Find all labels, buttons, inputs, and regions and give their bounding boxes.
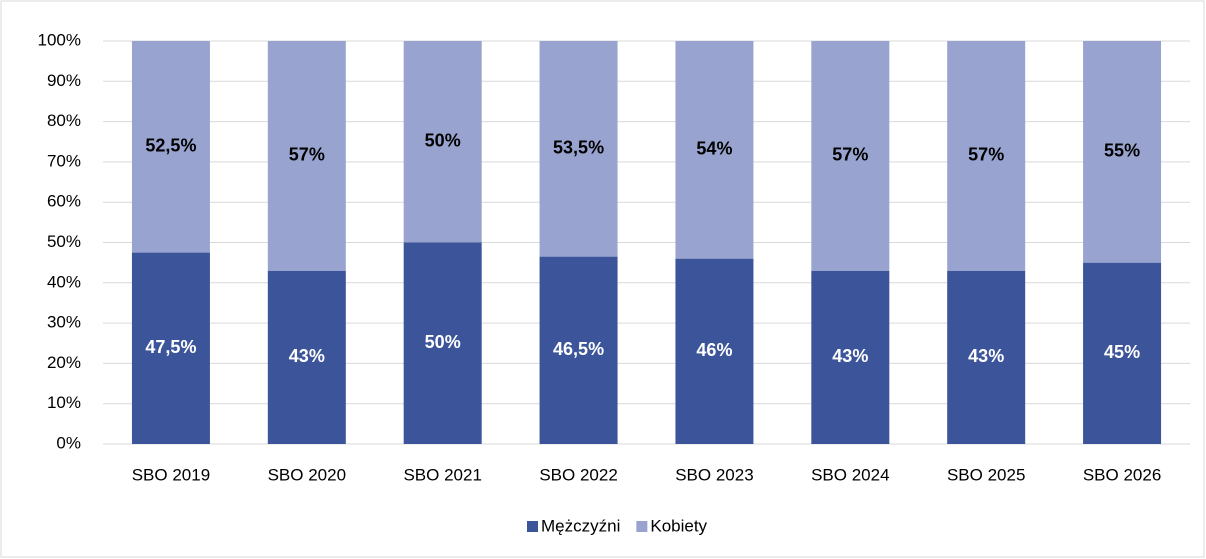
x-tick-label: SBO 2025: [947, 465, 1025, 484]
bar-segment: [539, 256, 618, 444]
value-label: 55%: [1104, 141, 1140, 161]
y-tick-label: 60%: [47, 192, 81, 211]
legend-swatch: [636, 521, 648, 532]
legend-label: Mężczyźni: [541, 516, 620, 535]
y-tick-label: 70%: [47, 151, 81, 170]
x-tick-label: SBO 2021: [403, 465, 481, 484]
value-label: 46%: [696, 340, 732, 360]
x-tick-label: SBO 2019: [132, 465, 210, 484]
y-tick-label: 20%: [47, 353, 81, 372]
y-tick-label: 40%: [47, 272, 81, 291]
y-tick-label: 0%: [56, 433, 81, 452]
legend-label: Kobiety: [650, 516, 707, 535]
x-tick-label: SBO 2023: [675, 465, 753, 484]
y-tick-label: 30%: [47, 313, 81, 332]
value-label: 46,5%: [553, 339, 604, 359]
bar-segment: [1083, 262, 1162, 444]
y-tick-label: 10%: [47, 393, 81, 412]
bar-segment: [1083, 41, 1162, 263]
value-label: 47,5%: [145, 337, 196, 357]
value-label: 50%: [425, 332, 461, 352]
y-tick-label: 100%: [38, 30, 81, 49]
value-label: 43%: [289, 346, 325, 366]
bar-segment: [539, 41, 618, 257]
value-label: 57%: [289, 145, 325, 165]
x-tick-label: SBO 2022: [539, 465, 617, 484]
y-tick-label: 90%: [47, 71, 81, 90]
value-label: 52,5%: [145, 136, 196, 156]
value-label: 43%: [832, 346, 868, 366]
bar-segment: [947, 270, 1026, 444]
bar-segment: [403, 41, 482, 243]
value-label: 54%: [696, 139, 732, 159]
bar-segment: [811, 270, 890, 444]
bar-segment: [131, 252, 210, 444]
bar-segment: [403, 242, 482, 444]
bar-segment: [267, 270, 346, 444]
value-label: 53,5%: [553, 138, 604, 158]
bar-segment: [675, 41, 754, 259]
value-label: 57%: [832, 145, 868, 165]
y-tick-label: 80%: [47, 111, 81, 130]
value-label: 57%: [968, 145, 1004, 165]
value-label: 43%: [968, 346, 1004, 366]
value-label: 45%: [1104, 342, 1140, 362]
legend-swatch: [527, 521, 538, 532]
value-label: 50%: [425, 131, 461, 151]
x-tick-label: SBO 2020: [268, 465, 346, 484]
x-tick-label: SBO 2024: [811, 465, 889, 484]
bar-segment: [131, 41, 210, 253]
bar-segment: [267, 41, 346, 271]
bar-segment: [675, 258, 754, 444]
bar-segment: [947, 41, 1026, 271]
y-tick-label: 50%: [47, 232, 81, 251]
bar-segment: [811, 41, 890, 271]
x-tick-label: SBO 2026: [1083, 465, 1161, 484]
